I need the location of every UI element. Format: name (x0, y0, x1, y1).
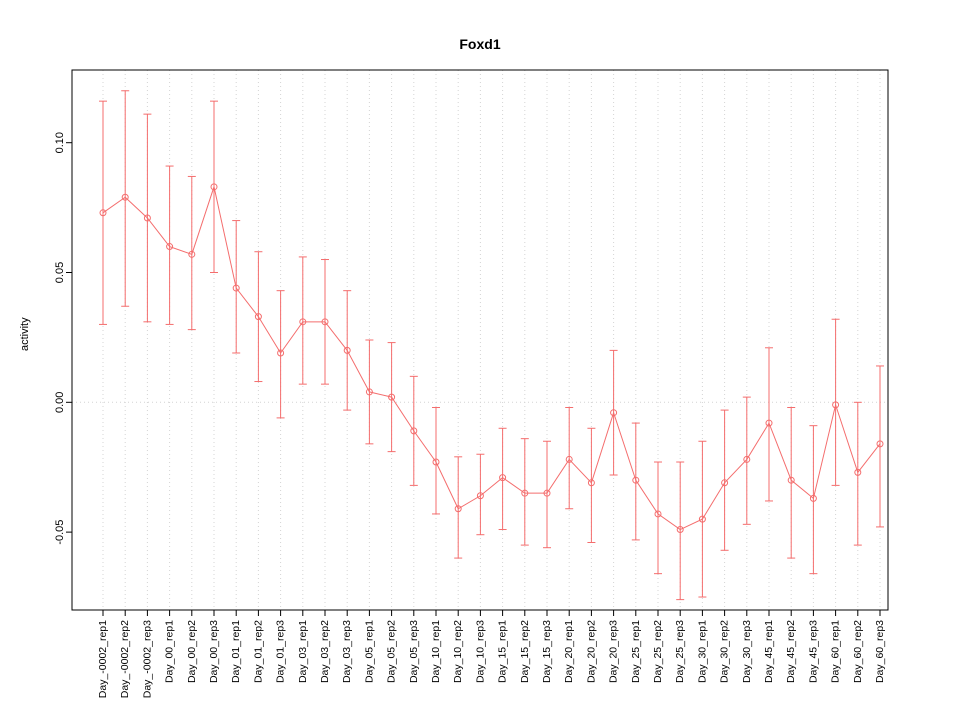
data-points (99, 183, 884, 534)
y-axis: -0.05 0.00 0.05 0.10 (54, 132, 72, 545)
data-point (277, 349, 285, 357)
x-tick-label: Day_45_rep3 (807, 620, 819, 683)
x-tick-label: Day_-0002_rep1 (97, 620, 109, 698)
x-tick-label: Day_10_rep3 (474, 620, 486, 683)
x-tick-label: Day_03_rep3 (341, 620, 353, 683)
data-point (521, 489, 529, 497)
x-tick-label: Day_60_rep2 (852, 620, 864, 683)
y-tick-label: 0.10 (54, 132, 66, 153)
x-tick-label: Day_30_rep2 (719, 620, 731, 683)
x-tick-label: Day_-0002_rep2 (119, 620, 131, 698)
data-point (365, 388, 373, 396)
x-tick-label: Day_01_rep2 (252, 620, 264, 683)
x-tick-label: Day_30_rep1 (696, 620, 708, 683)
data-point (587, 479, 595, 487)
data-point (876, 440, 884, 448)
data-point (809, 494, 817, 502)
gridlines (72, 70, 888, 610)
data-point (99, 209, 107, 217)
x-tick-label: Day_60_rep1 (830, 620, 842, 683)
data-point (632, 476, 640, 484)
data-point (610, 409, 618, 417)
data-point (565, 455, 573, 463)
x-tick-label: Day_10_rep2 (452, 620, 464, 683)
x-tick-label: Day_15_rep3 (541, 620, 553, 683)
data-point (787, 476, 795, 484)
data-point (299, 318, 307, 326)
chart-title: Foxd1 (459, 36, 501, 52)
x-tick-label: Day_05_rep1 (363, 620, 375, 683)
data-point (143, 214, 151, 222)
x-tick-label: Day_10_rep1 (430, 620, 442, 683)
x-tick-label: Day_25_rep3 (674, 620, 686, 683)
data-point (343, 346, 351, 354)
y-tick-label: 0.00 (54, 392, 66, 413)
data-point (654, 510, 662, 518)
x-tick-label: Day_01_rep3 (275, 620, 287, 683)
x-tick-label: Day_00_rep1 (164, 620, 176, 683)
data-point (254, 313, 262, 321)
x-tick-label: Day_03_rep1 (297, 620, 309, 683)
series-line (102, 184, 881, 531)
data-point (121, 193, 129, 201)
x-tick-label: Day_25_rep2 (652, 620, 664, 683)
data-point (721, 479, 729, 487)
data-point (499, 474, 507, 482)
y-tick-label: 0.05 (54, 262, 66, 283)
x-tick-label: Day_60_rep3 (874, 620, 886, 683)
data-point (832, 401, 840, 409)
data-point (454, 505, 462, 513)
x-tick-label: Day_20_rep3 (608, 620, 620, 683)
x-tick-label: Day_00_rep3 (208, 620, 220, 683)
x-tick-label: Day_25_rep1 (630, 620, 642, 683)
data-point (543, 489, 551, 497)
data-point (321, 318, 329, 326)
x-tick-label: Day_-0002_rep3 (141, 620, 153, 698)
x-tick-label: Day_15_rep2 (519, 620, 531, 683)
x-tick-label: Day_15_rep1 (497, 620, 509, 683)
data-point (410, 427, 418, 435)
data-point (743, 455, 751, 463)
data-point (432, 458, 440, 466)
x-tick-label: Day_30_rep3 (741, 620, 753, 683)
data-point (210, 183, 218, 191)
data-point (765, 419, 773, 427)
data-point (166, 243, 174, 251)
data-point (676, 526, 684, 534)
data-point (388, 393, 396, 401)
x-axis: Day_-0002_rep1 Day_-0002_rep2 Day_-0002_re… (97, 610, 886, 698)
x-tick-label: Day_05_rep2 (386, 620, 398, 683)
y-tick-label: -0.05 (54, 520, 66, 545)
data-point (476, 492, 484, 500)
data-point (698, 515, 706, 523)
x-tick-label: Day_01_rep1 (230, 620, 242, 683)
x-tick-label: Day_05_rep3 (408, 620, 420, 683)
x-tick-label: Day_45_rep2 (785, 620, 797, 683)
error-bars (99, 90, 884, 601)
data-point (188, 250, 196, 258)
x-tick-label: Day_20_rep1 (563, 620, 575, 683)
x-tick-label: Day_45_rep1 (763, 620, 775, 683)
x-tick-label: Day_20_rep2 (585, 620, 597, 683)
x-tick-label: Day_00_rep2 (186, 620, 198, 683)
x-tick-label: Day_03_rep2 (319, 620, 331, 683)
data-point (854, 468, 862, 476)
data-point (232, 284, 240, 292)
